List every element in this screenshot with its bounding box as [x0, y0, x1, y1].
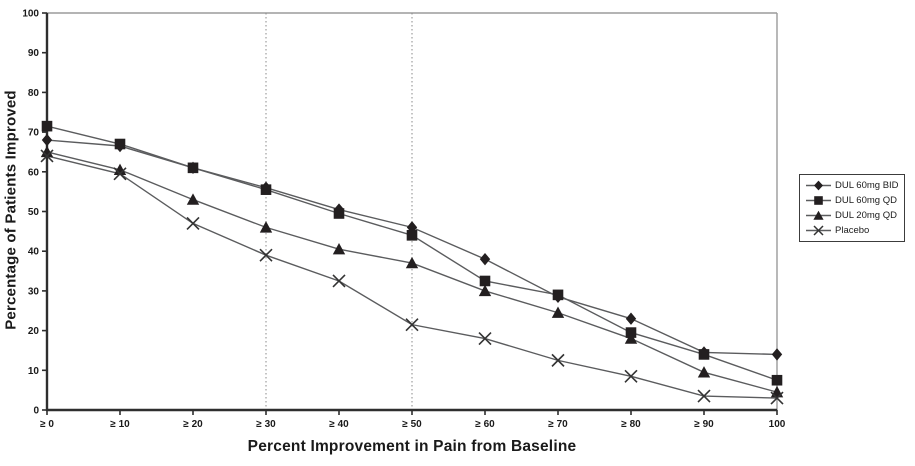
svg-text:≥ 90: ≥ 90 [694, 419, 714, 430]
svg-text:60: 60 [28, 167, 40, 178]
legend-item: DUL 20mg QD [805, 209, 900, 222]
legend-item-label: Placebo [835, 224, 870, 236]
svg-text:50: 50 [28, 207, 40, 218]
x-axis-title: Percent Improvement in Pain from Baselin… [247, 438, 577, 455]
triangle-marker-icon [806, 210, 831, 220]
legend-item-label: DUL 60mg BID [835, 179, 899, 191]
legend-item-label: DUL 60mg QD [835, 194, 897, 206]
svg-text:100: 100 [22, 9, 39, 20]
svg-text:20: 20 [28, 326, 40, 337]
svg-text:70: 70 [28, 128, 40, 139]
legend-item-label: DUL 20mg QD [835, 209, 897, 221]
legend-item: DUL 60mg QD [805, 194, 900, 207]
legend-item: Placebo [805, 224, 900, 237]
svg-text:90: 90 [28, 48, 40, 59]
diamond-marker-icon [806, 180, 831, 191]
svg-text:80: 80 [28, 88, 40, 99]
svg-text:30: 30 [28, 286, 40, 297]
svg-text:≥ 50: ≥ 50 [402, 419, 422, 430]
svg-text:10: 10 [28, 366, 40, 377]
svg-text:≥ 20: ≥ 20 [183, 419, 203, 430]
legend-item: DUL 60mg BID [805, 179, 900, 192]
svg-text:0: 0 [33, 406, 39, 417]
svg-text:≥ 80: ≥ 80 [621, 419, 641, 430]
svg-text:≥ 70: ≥ 70 [548, 419, 568, 430]
square-marker-icon [806, 196, 831, 205]
svg-text:40: 40 [28, 247, 40, 258]
svg-text:≥ 60: ≥ 60 [475, 419, 495, 430]
svg-text:≥ 40: ≥ 40 [329, 419, 349, 430]
legend: DUL 60mg BID DUL 60mg QD DUL 20mg QD Pla… [799, 174, 905, 242]
svg-text:≥ 10: ≥ 10 [110, 419, 130, 430]
svg-text:≥ 30: ≥ 30 [256, 419, 276, 430]
x-marker-icon [806, 225, 831, 236]
svg-text:≥ 0: ≥ 0 [40, 419, 54, 430]
svg-text:100: 100 [769, 419, 786, 430]
